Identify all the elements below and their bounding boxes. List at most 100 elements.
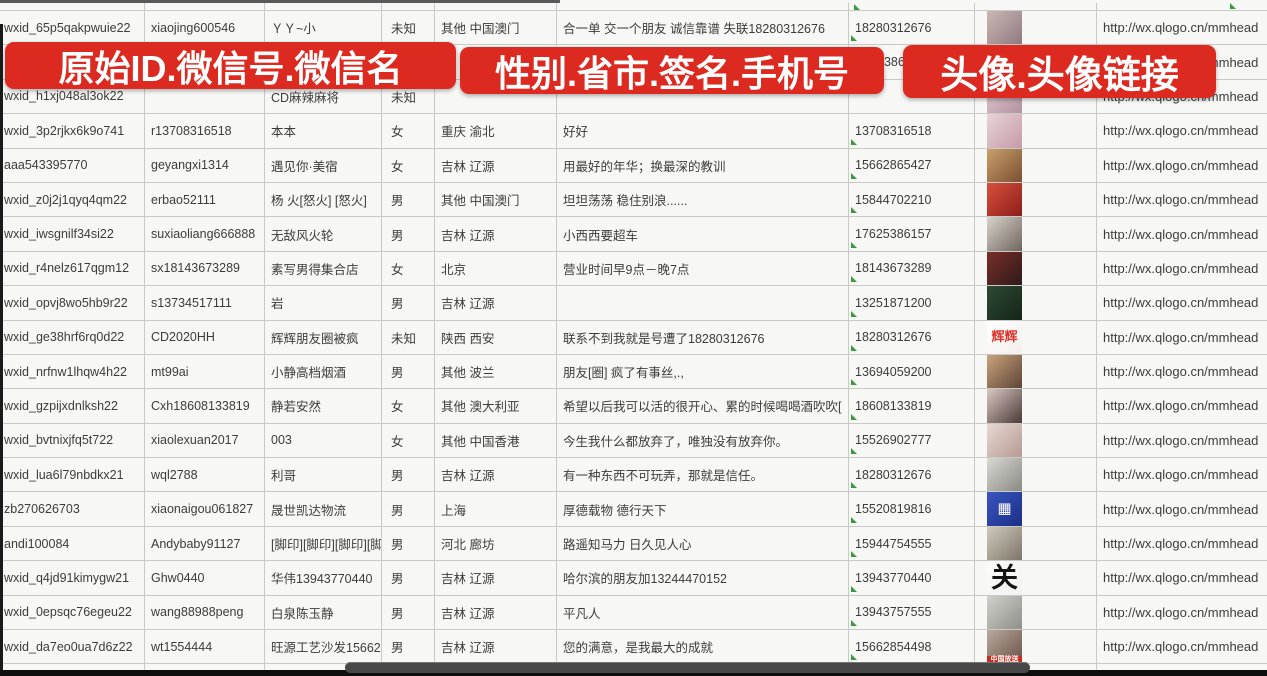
- cell-phone[interactable]: 17625386157: [849, 217, 975, 251]
- cell-region[interactable]: 吉林 辽源: [435, 458, 557, 492]
- cell-phone[interactable]: 13251871200: [849, 286, 975, 320]
- cell-original-id[interactable]: wxid_0epsqc76egeu22: [0, 595, 145, 630]
- cell-avatar[interactable]: [975, 595, 1097, 630]
- cell-avatar[interactable]: [975, 114, 1097, 148]
- cell-original-id[interactable]: wxid_da7eo0ua7d6z22: [0, 630, 145, 664]
- cell-region[interactable]: 其他 中国香港: [435, 423, 557, 458]
- cell-wechat-account[interactable]: wt1554444: [145, 630, 265, 664]
- cell-avatar[interactable]: 中国放送: [975, 630, 1097, 664]
- cell-wechat-account[interactable]: Andybaby91127: [145, 526, 265, 561]
- cell-original-id[interactable]: wxid_3p2rjkx6k9o741: [0, 114, 145, 148]
- cell-avatar-link[interactable]: http://wx.qlogo.cn/mmhead: [1103, 536, 1259, 552]
- cell-original-id[interactable]: wxid_opvj8wo5hb9r22: [0, 286, 145, 320]
- cell-wechat-name[interactable]: 静若安然: [265, 389, 382, 423]
- cell-wechat-account[interactable]: sx18143673289: [145, 251, 265, 286]
- cell-wechat-name[interactable]: [脚印][脚印][脚印][脚印: [265, 526, 382, 561]
- cell-wechat-account[interactable]: wang88988peng: [145, 595, 265, 630]
- cell-region[interactable]: 其他 中国澳门: [435, 11, 557, 45]
- cell-phone[interactable]: 18280312676: [849, 11, 975, 45]
- cell-signature[interactable]: [557, 286, 849, 320]
- cell-original-id[interactable]: wxid_ge38hrf6rq0d22: [0, 320, 145, 354]
- cell-signature[interactable]: 路遥知马力 日久见人心: [557, 526, 849, 561]
- cell-wechat-name[interactable]: 晟世凯达物流: [265, 492, 382, 526]
- cell-region[interactable]: [435, 79, 557, 114]
- cell-gender[interactable]: 男: [382, 526, 435, 561]
- cell-avatar-link[interactable]: http://wx.qlogo.cn/mmhead: [1103, 432, 1259, 448]
- scrollbar-thumb[interactable]: [345, 662, 1030, 673]
- cell-original-id[interactable]: zb270626703: [0, 492, 145, 526]
- cell-avatar[interactable]: [975, 458, 1097, 492]
- cell-gender[interactable]: 女: [382, 423, 435, 458]
- cell-original-id[interactable]: wxid_z0j2j1qyq4qm22: [0, 182, 145, 217]
- cell-wechat-name[interactable]: ＹＹ~小: [265, 11, 382, 45]
- cell-original-id[interactable]: wxid_gzpijxdnlksh22: [0, 389, 145, 423]
- cell-signature[interactable]: 平凡人: [557, 595, 849, 630]
- cell-original-id[interactable]: wxid_iwsgnilf34si22: [0, 217, 145, 251]
- cell-gender[interactable]: 女: [382, 251, 435, 286]
- cell-gender[interactable]: 未知: [382, 320, 435, 354]
- cell-region[interactable]: 吉林 辽源: [435, 630, 557, 664]
- cell-wechat-account[interactable]: xiaonaigou061827: [145, 492, 265, 526]
- cell-gender[interactable]: 未知: [382, 11, 435, 45]
- cell-avatar-link[interactable]: http://wx.qlogo.cn/mmhead: [1103, 260, 1259, 276]
- cell-gender[interactable]: 未知: [382, 79, 435, 114]
- cell-original-id[interactable]: wxid_lua6l79nbdkx21: [0, 458, 145, 492]
- cell-avatar[interactable]: [975, 148, 1097, 182]
- cell-wechat-name[interactable]: 旺源工艺沙发15662854: [265, 630, 382, 664]
- cell-wechat-name[interactable]: 素写男得集合店: [265, 251, 382, 286]
- cell-phone[interactable]: 15662854498: [849, 630, 975, 664]
- cell-signature[interactable]: 坦坦荡荡 稳住别浪......: [557, 182, 849, 217]
- cell-wechat-name[interactable]: 本本: [265, 114, 382, 148]
- cell-wechat-name[interactable]: 小静高档烟酒: [265, 354, 382, 389]
- cell-avatar[interactable]: 辉辉: [975, 320, 1097, 354]
- cell-wechat-account[interactable]: r13708316518: [145, 114, 265, 148]
- cell-avatar-link[interactable]: http://wx.qlogo.cn/mmhead: [1103, 226, 1259, 242]
- cell-original-id[interactable]: wxid_q4jd91kimygw21: [0, 561, 145, 595]
- cell-region[interactable]: 其他 澳大利亚: [435, 389, 557, 423]
- cell-phone[interactable]: 18280312676: [849, 458, 975, 492]
- cell-original-id[interactable]: wxid_65p5qakpwuie22: [0, 11, 145, 45]
- cell-avatar[interactable]: [975, 251, 1097, 286]
- cell-signature[interactable]: 好好: [557, 114, 849, 148]
- cell-region[interactable]: 其他 中国澳门: [435, 182, 557, 217]
- cell-region[interactable]: 重庆 渝北: [435, 114, 557, 148]
- cell-gender[interactable]: 女: [382, 389, 435, 423]
- cell-original-id[interactable]: andi100084: [0, 526, 145, 561]
- cell-wechat-name[interactable]: 003: [265, 423, 382, 458]
- cell-original-id[interactable]: aaa543395770: [0, 148, 145, 182]
- cell-signature[interactable]: 用最好的年华；换最深的教训: [557, 148, 849, 182]
- cell-wechat-account[interactable]: s13734517111: [145, 286, 265, 320]
- cell-region[interactable]: 吉林 辽源: [435, 148, 557, 182]
- cell-signature[interactable]: 厚德载物 德行天下: [557, 492, 849, 526]
- cell-wechat-name[interactable]: 辉辉朋友圈被疯: [265, 320, 382, 354]
- cell-wechat-account[interactable]: suxiaoliang666888: [145, 217, 265, 251]
- cell-avatar-link[interactable]: http://wx.qlogo.cn/mmhead: [1103, 398, 1259, 414]
- cell-avatar-link[interactable]: http://wx.qlogo.cn/mmhead: [1103, 192, 1259, 208]
- cell-wechat-account[interactable]: xiaolexuan2017: [145, 423, 265, 458]
- cell-phone[interactable]: 18143673289: [849, 251, 975, 286]
- cell-gender[interactable]: 男: [382, 286, 435, 320]
- cell-avatar[interactable]: [975, 423, 1097, 458]
- cell-avatar[interactable]: [975, 182, 1097, 217]
- cell-avatar[interactable]: ▦: [975, 492, 1097, 526]
- cell-original-id[interactable]: wxid_h1xj048al3ok22: [0, 79, 145, 114]
- cell-avatar-link[interactable]: http://wx.qlogo.cn/mmhead: [1103, 157, 1259, 173]
- cell-wechat-name[interactable]: 岩: [265, 286, 382, 320]
- cell-signature[interactable]: 哈尔滨的朋友加13244470152: [557, 561, 849, 595]
- cell-avatar-link[interactable]: http://wx.qlogo.cn/mmhead: [1103, 20, 1259, 36]
- cell-avatar-link[interactable]: http://wx.qlogo.cn/mmhead: [1103, 329, 1259, 345]
- cell-avatar-link[interactable]: http://wx.qlogo.cn/mmhead: [1103, 570, 1259, 586]
- cell-gender[interactable]: 男: [382, 492, 435, 526]
- cell-gender[interactable]: 男: [382, 595, 435, 630]
- cell-wechat-name[interactable]: 华伟13943770440: [265, 561, 382, 595]
- cell-wechat-account[interactable]: Cxh18608133819: [145, 389, 265, 423]
- cell-avatar-link[interactable]: http://wx.qlogo.cn/mmhead: [1103, 123, 1259, 139]
- cell-gender[interactable]: 男: [382, 217, 435, 251]
- cell-avatar-link[interactable]: http://wx.qlogo.cn/mmhead: [1103, 467, 1259, 483]
- cell-region[interactable]: 吉林 辽源: [435, 217, 557, 251]
- cell-signature[interactable]: 希望以后我可以活的很开心、累的时候喝喝酒吹吹[: [557, 389, 849, 423]
- cell-signature[interactable]: 有一种东西不可玩弄，那就是信任。: [557, 458, 849, 492]
- cell-wechat-account[interactable]: geyangxi1314: [145, 148, 265, 182]
- cell-avatar[interactable]: [975, 526, 1097, 561]
- cell-phone[interactable]: 13694059200: [849, 354, 975, 389]
